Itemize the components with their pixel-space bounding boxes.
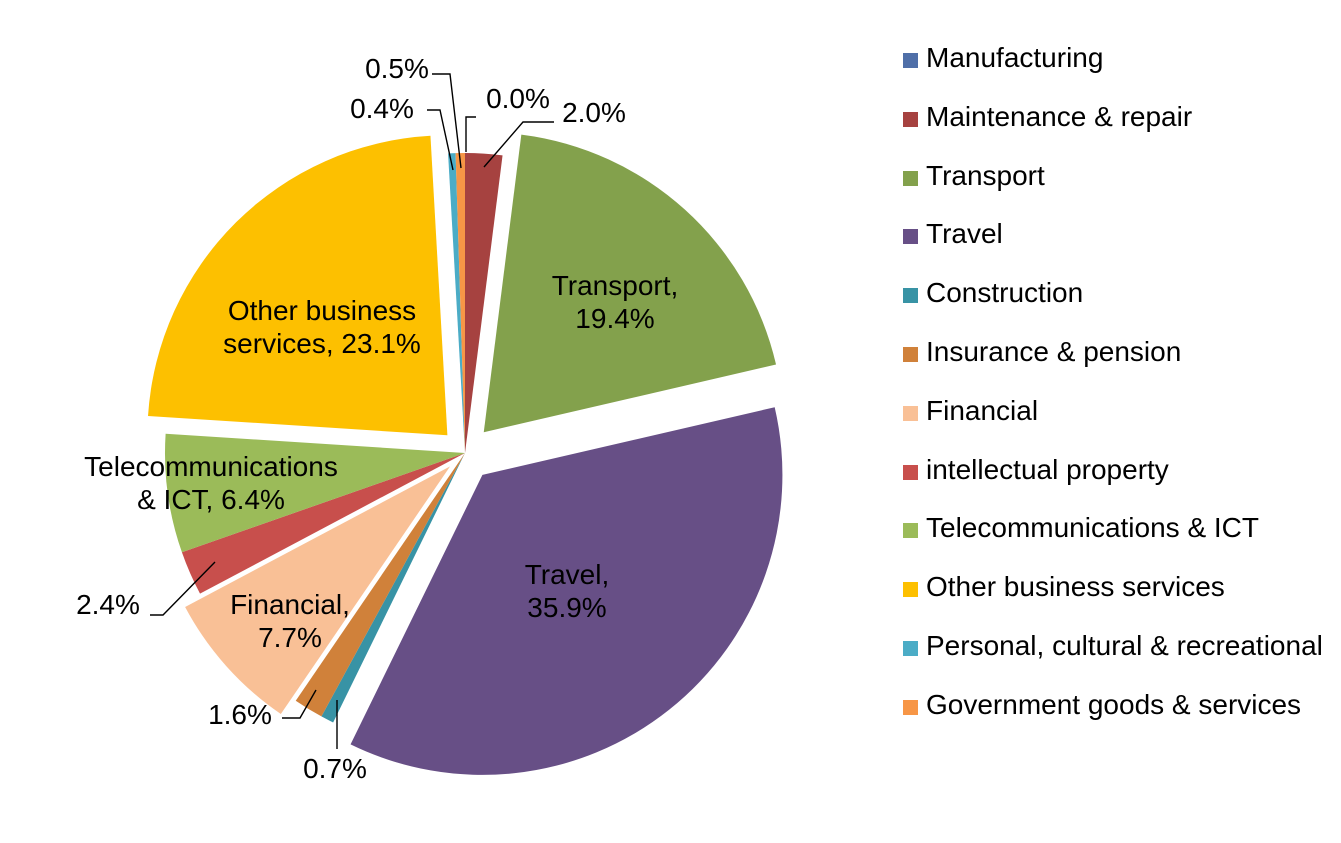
data-label-insurance-and-pension: 1.6% bbox=[208, 699, 272, 730]
pie-slice-construction bbox=[321, 453, 465, 723]
legend-item-maintenance-and-repair: Maintenance & repair bbox=[903, 99, 1333, 157]
legend-item-transport: Transport bbox=[903, 158, 1333, 216]
legend-label: Government goods & services bbox=[926, 688, 1302, 720]
legend-item-travel: Travel bbox=[903, 216, 1333, 274]
data-labels: 0.0% 2.0% Transport, 19.4% Travel, 35.9% 0.7% 1… bbox=[76, 53, 678, 784]
pie-slices bbox=[148, 134, 783, 775]
leader-line-government-goods-and-services bbox=[432, 73, 462, 169]
legend-label: Travel bbox=[926, 218, 1003, 250]
legend-label: intellectual property bbox=[926, 453, 1169, 485]
legend-label: Personal, cultural & recreational bbox=[926, 630, 1323, 661]
legend-item-financial: Financial bbox=[903, 393, 1333, 451]
pie-slice-other-business-services bbox=[148, 135, 448, 436]
legend-item-telecommunications-and-ict: Telecommunications & ICT bbox=[903, 510, 1333, 568]
data-label-financial: Financial, 7.7% bbox=[230, 589, 350, 653]
data-label-manufacturing: 0.0% bbox=[486, 83, 550, 114]
legend-swatch bbox=[903, 405, 918, 421]
legend-label: Manufacturing bbox=[926, 42, 1104, 73]
legend-label: Construction bbox=[926, 277, 1084, 309]
legend-swatch bbox=[903, 288, 918, 304]
legend-item-other-business-services: Other business services bbox=[903, 569, 1333, 627]
pie-slice-travel bbox=[350, 407, 783, 775]
leader-line-personal-cultural-and-recreational bbox=[427, 109, 454, 171]
legend-swatch bbox=[903, 111, 918, 127]
pie-slice-maintenance-and-repair bbox=[465, 153, 503, 453]
legend-label: Financial bbox=[926, 394, 1039, 426]
data-label-transport: Transport, 19.4% bbox=[552, 270, 679, 334]
legend-item-government-goods-and-services: Government goods & services bbox=[903, 687, 1333, 745]
legend-swatch bbox=[903, 347, 918, 362]
pie-slice-transport bbox=[483, 134, 777, 433]
legend-swatch bbox=[903, 699, 918, 715]
legend-item-construction: Construction bbox=[903, 275, 1333, 333]
data-label-other-business-services: Other business services, 23.1% bbox=[223, 295, 421, 359]
pie-slice-telecommunications-and-ict bbox=[164, 433, 465, 553]
leader-lines bbox=[150, 73, 554, 749]
data-label-government-goods-and-services: 0.5% bbox=[365, 53, 429, 84]
data-label-telecommunications-and-ict: Telecommunications & ICT, 6.4% bbox=[84, 451, 338, 515]
leader-line-maintenance-and-repair bbox=[483, 121, 554, 168]
legend-label: Insurance & pension bbox=[926, 336, 1182, 367]
data-label-maintenance-and-repair: 2.0% bbox=[562, 97, 626, 128]
pie-slice-personal-cultural-and-recreational bbox=[448, 153, 465, 453]
legend-swatch bbox=[903, 464, 918, 480]
legend-swatch bbox=[903, 53, 918, 68]
pie-slice-insurance-and-pension bbox=[295, 453, 465, 717]
legend-swatch bbox=[903, 229, 918, 245]
legend-item-personal-cultural-and-recreational: Personal, cultural & recreational bbox=[903, 628, 1333, 686]
data-label-construction: 0.7% bbox=[303, 753, 367, 784]
pie-slice-government-goods-and-services bbox=[455, 153, 465, 453]
legend-swatch bbox=[903, 170, 918, 186]
pie-slice-intellectual-property bbox=[181, 453, 465, 594]
leader-line-manufacturing bbox=[465, 116, 476, 152]
legend-label: Telecommunications & ICT bbox=[926, 512, 1260, 544]
legend-label: Other business services bbox=[926, 571, 1225, 603]
data-label-intellectual-property: 2.4% bbox=[76, 589, 140, 620]
leader-line-intellectual-property bbox=[150, 561, 216, 616]
legend-item-manufacturing: Manufacturing bbox=[903, 40, 1333, 98]
leader-line-insurance-and-pension bbox=[282, 689, 317, 719]
legend-item-insurance-and-pension: Insurance & pension bbox=[903, 334, 1333, 392]
legend-swatch bbox=[903, 641, 918, 656]
legend-label: Maintenance & repair bbox=[926, 100, 1193, 132]
pie-slice-financial bbox=[185, 466, 451, 715]
legend-item-intellectual-property: intellectual property bbox=[903, 452, 1333, 510]
data-label-personal-cultural-and-recreational: 0.4% bbox=[350, 93, 414, 124]
data-label-travel: Travel, 35.9% bbox=[525, 559, 610, 623]
legend-label: Transport bbox=[926, 159, 1045, 191]
legend-swatch bbox=[903, 523, 918, 539]
legend-swatch bbox=[903, 582, 918, 598]
